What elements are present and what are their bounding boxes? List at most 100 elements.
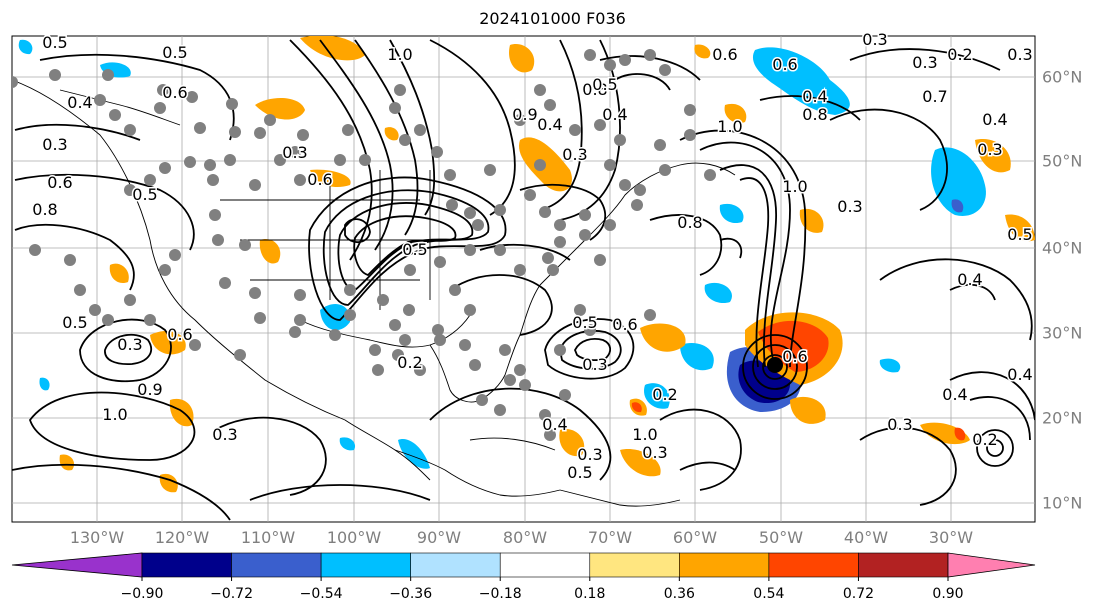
- station-dot: [124, 184, 136, 196]
- station-dot: [184, 156, 196, 168]
- blue-patch: [752, 47, 850, 116]
- contour-label: 0.3: [117, 335, 142, 354]
- contour-label: 0.6: [782, 347, 807, 366]
- station-dot: [344, 309, 356, 321]
- station-dot: [404, 264, 416, 276]
- contour-label: 0.9: [137, 380, 162, 399]
- longitude-label: 70°W: [587, 528, 633, 547]
- station-dot: [64, 254, 76, 266]
- blue-patch: [951, 199, 964, 213]
- station-dot: [144, 314, 156, 326]
- blue-patch: [704, 282, 732, 304]
- colorbar-tick-label: 0.90: [932, 586, 964, 602]
- orange-patch: [724, 103, 747, 124]
- station-dot: [472, 219, 484, 231]
- station-dot: [102, 69, 114, 81]
- latitude-label: 30°N: [1042, 323, 1083, 343]
- station-dot: [29, 244, 41, 256]
- station-dot: [159, 162, 171, 174]
- station-dot: [157, 84, 169, 96]
- blue-patch: [18, 39, 33, 55]
- station-dot: [229, 126, 241, 138]
- longitude-label: 130°W: [69, 528, 125, 547]
- longitude-label: 30°W: [928, 528, 974, 547]
- blue-patch: [398, 439, 430, 469]
- contour-label: 0.5: [162, 43, 187, 62]
- contour-label: 0.4: [982, 110, 1007, 129]
- station-dot: [159, 264, 171, 276]
- station-dot: [459, 339, 471, 351]
- station-dot: [249, 179, 261, 191]
- orange-patch: [310, 169, 351, 188]
- contour-label: 0.6: [307, 170, 332, 189]
- contour-label: 0.3: [977, 140, 1002, 159]
- contour-label: 0.8: [677, 213, 702, 232]
- station-dot: [403, 304, 415, 316]
- positive-anomaly-core: [758, 320, 829, 372]
- station-dot: [659, 164, 671, 176]
- storm-center-marker: [767, 357, 783, 373]
- longitude-label: 80°W: [502, 528, 548, 547]
- contour-label: 0.3: [1007, 45, 1032, 64]
- station-dot: [124, 124, 136, 136]
- station-dot: [579, 229, 591, 241]
- colorbar-tick-label: −0.72: [210, 586, 253, 602]
- contour-label: 0.6: [712, 45, 737, 64]
- blue-patch: [644, 383, 670, 409]
- station-dot: [554, 236, 566, 248]
- contour-label: 1.0: [632, 425, 657, 444]
- orange-patch: [694, 44, 711, 59]
- station-dot: [494, 404, 506, 416]
- contour-label: 0.4: [537, 115, 562, 134]
- contour-lines: [12, 39, 1035, 521]
- contour-label: 1.0: [102, 405, 127, 424]
- station-dot: [389, 319, 401, 331]
- station-dot: [124, 294, 136, 306]
- station-dot: [394, 84, 406, 96]
- contour-label: 0.5: [42, 33, 67, 52]
- station-dot: [289, 326, 301, 338]
- station-dot: [704, 169, 716, 181]
- station-dot: [554, 219, 566, 231]
- contour-labels: 0.50.50.40.30.60.50.80.60.30.61.00.90.40…: [31, 29, 1034, 484]
- station-dot: [432, 324, 444, 336]
- station-dot: [547, 264, 559, 276]
- contour-label: 0.3: [212, 425, 237, 444]
- latitude-label: 20°N: [1042, 408, 1083, 428]
- station-dot: [444, 169, 456, 181]
- station-dot: [634, 184, 646, 196]
- station-dot: [234, 349, 246, 361]
- station-dot: [249, 287, 261, 299]
- contour-label: 0.4: [542, 415, 567, 434]
- orange-patch: [509, 44, 535, 73]
- contour-label: 0.4: [67, 93, 92, 112]
- contour-label: 0.3: [837, 197, 862, 216]
- orange-patch: [620, 449, 661, 477]
- orange-patch: [59, 454, 75, 471]
- longitude-label: 60°W: [672, 528, 718, 547]
- station-dot: [684, 129, 696, 141]
- orange-patch: [640, 323, 686, 352]
- station-dots: [12, 49, 716, 441]
- station-dot: [189, 339, 201, 351]
- station-dot: [484, 164, 496, 176]
- orange-patch: [109, 263, 129, 284]
- contour-label: 0.6: [167, 325, 192, 344]
- station-dot: [584, 324, 596, 336]
- station-dot: [254, 312, 266, 324]
- latitude-label: 60°N: [1042, 67, 1083, 87]
- station-dot: [514, 364, 526, 376]
- contour-label: 0.4: [957, 270, 982, 289]
- contour-label: 0.3: [42, 135, 67, 154]
- station-dot: [264, 114, 276, 126]
- station-dot: [294, 174, 306, 186]
- longitude-label: 40°W: [843, 528, 889, 547]
- colorbar-tick-label: −0.18: [478, 586, 522, 602]
- contour-label: 0.6: [47, 173, 72, 192]
- orange-patch: [384, 127, 399, 141]
- station-dot: [494, 204, 506, 216]
- station-dot: [604, 159, 616, 171]
- station-dot: [144, 174, 156, 186]
- blue-patch: [680, 342, 714, 371]
- station-dot: [654, 139, 666, 151]
